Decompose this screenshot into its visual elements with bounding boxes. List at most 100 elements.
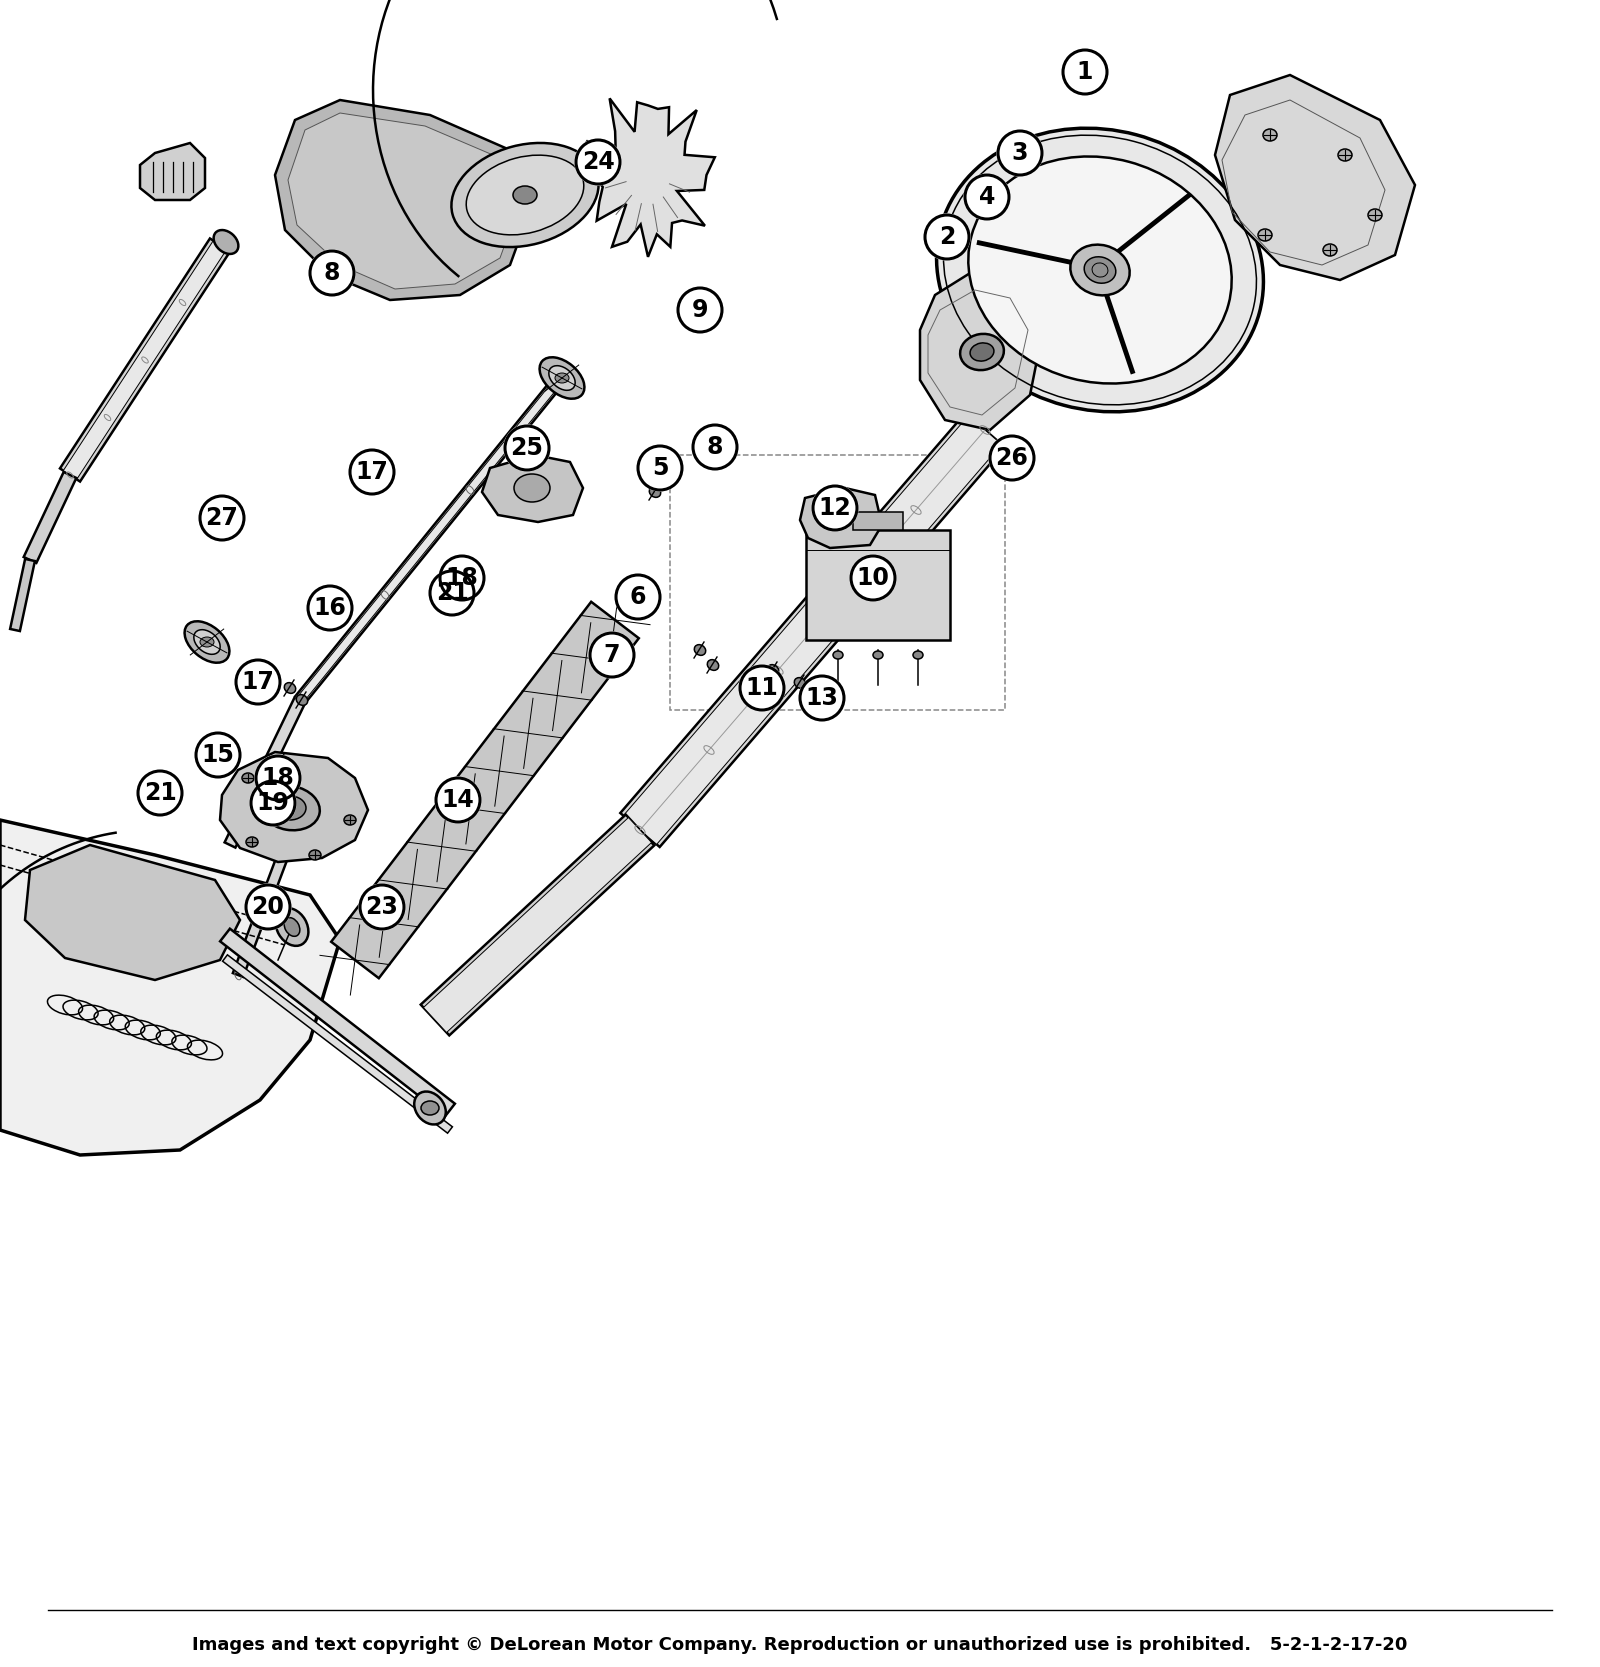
Ellipse shape	[936, 128, 1264, 412]
Ellipse shape	[914, 652, 923, 658]
Ellipse shape	[184, 622, 229, 663]
Ellipse shape	[1262, 128, 1277, 142]
Ellipse shape	[200, 637, 214, 647]
Polygon shape	[10, 558, 35, 632]
Circle shape	[198, 495, 245, 542]
Polygon shape	[298, 382, 558, 702]
Ellipse shape	[874, 652, 883, 658]
Polygon shape	[424, 817, 651, 1032]
Ellipse shape	[968, 157, 1232, 383]
Circle shape	[637, 445, 683, 492]
Text: 14: 14	[442, 788, 474, 812]
Polygon shape	[800, 488, 882, 548]
Text: 11: 11	[746, 677, 778, 700]
Text: 13: 13	[805, 687, 838, 710]
Circle shape	[195, 732, 242, 778]
Text: 8: 8	[323, 262, 341, 285]
Ellipse shape	[214, 230, 238, 253]
Text: 8: 8	[707, 435, 723, 458]
Ellipse shape	[694, 645, 706, 655]
Text: 1: 1	[1077, 60, 1093, 83]
Ellipse shape	[261, 785, 320, 830]
Ellipse shape	[650, 487, 661, 497]
Circle shape	[438, 555, 485, 602]
Ellipse shape	[1323, 243, 1338, 257]
Circle shape	[677, 287, 723, 333]
Ellipse shape	[768, 695, 779, 705]
Polygon shape	[288, 113, 518, 288]
Circle shape	[589, 632, 635, 678]
Text: 9: 9	[691, 298, 709, 322]
Text: 4: 4	[979, 185, 995, 208]
Text: 12: 12	[819, 497, 851, 520]
Ellipse shape	[794, 678, 806, 688]
Ellipse shape	[466, 155, 584, 235]
Text: 21: 21	[435, 582, 469, 605]
Text: 10: 10	[856, 567, 890, 590]
Ellipse shape	[254, 805, 266, 815]
Ellipse shape	[275, 909, 309, 945]
Text: 26: 26	[995, 447, 1029, 470]
Circle shape	[691, 423, 738, 470]
Circle shape	[963, 173, 1010, 220]
Ellipse shape	[1338, 148, 1352, 162]
Ellipse shape	[555, 373, 570, 383]
Polygon shape	[920, 270, 1045, 430]
Text: 3: 3	[1011, 142, 1029, 165]
Ellipse shape	[1070, 245, 1130, 295]
Circle shape	[435, 777, 482, 823]
Polygon shape	[141, 143, 205, 200]
Polygon shape	[26, 845, 240, 980]
Ellipse shape	[760, 695, 771, 705]
Polygon shape	[421, 815, 654, 1035]
Ellipse shape	[414, 1092, 446, 1125]
Ellipse shape	[274, 797, 306, 820]
Ellipse shape	[421, 1100, 438, 1115]
Circle shape	[349, 448, 395, 495]
Polygon shape	[24, 472, 77, 563]
Polygon shape	[482, 455, 582, 522]
Text: 27: 27	[205, 507, 238, 530]
Polygon shape	[621, 413, 1005, 847]
Ellipse shape	[309, 850, 322, 860]
Polygon shape	[275, 100, 530, 300]
Polygon shape	[624, 415, 1002, 845]
Circle shape	[798, 675, 845, 722]
Polygon shape	[221, 929, 454, 1117]
Polygon shape	[587, 98, 715, 257]
Ellipse shape	[285, 917, 299, 937]
Circle shape	[813, 485, 858, 532]
Ellipse shape	[1258, 228, 1272, 242]
Ellipse shape	[451, 143, 598, 247]
Text: 18: 18	[261, 767, 294, 790]
Polygon shape	[222, 955, 453, 1134]
Ellipse shape	[970, 343, 994, 362]
Text: 24: 24	[582, 150, 614, 173]
Circle shape	[429, 570, 475, 617]
Ellipse shape	[246, 837, 258, 847]
Circle shape	[574, 138, 621, 185]
Text: 5: 5	[651, 457, 669, 480]
Circle shape	[739, 665, 786, 712]
Text: 15: 15	[202, 743, 235, 767]
Text: 6: 6	[630, 585, 646, 608]
Text: 18: 18	[445, 567, 478, 590]
Text: 17: 17	[242, 670, 275, 693]
Ellipse shape	[344, 815, 355, 825]
Circle shape	[989, 435, 1035, 482]
Polygon shape	[806, 530, 950, 640]
Polygon shape	[0, 820, 339, 1155]
Ellipse shape	[1085, 257, 1115, 283]
Polygon shape	[296, 382, 560, 703]
Circle shape	[138, 770, 182, 817]
Polygon shape	[331, 602, 638, 979]
Ellipse shape	[194, 630, 221, 655]
Text: 25: 25	[510, 437, 544, 460]
Ellipse shape	[286, 770, 298, 780]
Ellipse shape	[1368, 208, 1382, 222]
Ellipse shape	[296, 695, 307, 705]
Text: 21: 21	[144, 782, 176, 805]
Polygon shape	[224, 697, 306, 847]
Ellipse shape	[539, 357, 584, 398]
Ellipse shape	[242, 773, 254, 783]
